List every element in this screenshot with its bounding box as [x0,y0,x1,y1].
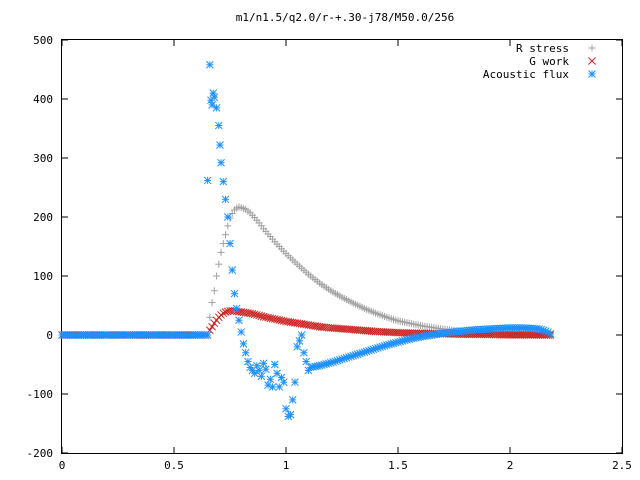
data-point [244,357,252,366]
data-point [217,158,225,167]
data-point [250,310,259,319]
data-point [546,329,555,338]
data-point [210,287,218,295]
chart-title: m1/n1.5/q2.0/r-+.30-j78/M50.0/256 [236,11,455,24]
data-point [203,331,212,339]
x-axis: 0 0.5 1 1.5 2 2.5 [59,40,632,472]
data-point [235,316,243,325]
data-point [253,311,261,319]
data-point [275,316,284,324]
data-point [217,248,225,256]
x-tick-label: 0.5 [164,459,184,472]
series-acoustic-flux [58,60,555,421]
data-point [255,311,263,320]
legend-marker [588,57,596,65]
x-tick-label: 1 [283,459,290,472]
data-point [248,309,257,318]
data-point [241,348,250,357]
data-point [216,141,224,149]
data-point [288,396,297,404]
data-point [295,337,304,345]
data-point [273,315,281,324]
y-tick-label: 400 [33,93,53,106]
data-point [223,213,232,221]
data-point [246,309,255,318]
data-point [264,313,272,322]
data-point [219,177,228,186]
data-point [219,240,227,248]
data-point [277,316,286,325]
data-point [291,378,299,387]
data-point [208,299,216,307]
data-point [282,404,290,413]
data-point [286,410,295,419]
data-point [259,312,268,321]
y-tick-label: 100 [33,270,53,283]
data-point [239,339,248,348]
data-point [255,366,263,375]
x-tick-label: 0 [59,459,66,472]
plot-area-frame [61,39,623,454]
data-point [221,308,230,316]
y-tick-label: -100 [27,388,54,401]
legend-marker [588,70,596,78]
data-point [205,60,214,69]
data-point [266,314,275,322]
data-point [230,289,239,298]
x-tick-label: 2 [507,459,514,472]
y-axis: 500 400 300 200 100 0 -100 -200 [27,34,622,460]
data-point [237,328,246,336]
data-point [210,93,219,102]
data-point [268,383,277,391]
legend-label: G work [529,55,569,68]
data-point [219,309,228,318]
data-point [232,304,241,313]
data-point [208,322,216,331]
data-point [228,209,236,217]
data-point [259,359,268,368]
legend-label: R stress [516,42,569,55]
y-tick-label: 200 [33,211,53,224]
data-point [203,176,212,185]
data-point [208,101,216,109]
y-tick-label: 300 [33,152,53,165]
data-point [257,372,266,381]
data-point [266,375,275,384]
data-point [206,313,214,321]
data-point [300,348,308,357]
series-r-stress [58,203,554,339]
data-point [224,222,232,230]
data-point [221,195,230,204]
data-point [302,357,311,366]
data-point [257,312,266,320]
data-point [270,315,279,323]
data-point [212,103,221,112]
data-point [261,313,270,322]
data-point [270,360,279,369]
data-point [228,266,237,274]
data-point [268,314,277,323]
data-point [275,383,284,391]
data-point [297,331,306,339]
legend-marker [588,44,596,52]
data-point [226,239,234,248]
y-tick-label: -200 [27,447,54,460]
data-point [222,231,230,239]
data-point [214,121,223,130]
data-point [213,272,221,280]
plot-area [58,60,555,421]
y-tick-label: 0 [46,329,53,342]
x-tick-label: 2.5 [612,459,632,472]
data-point [215,260,223,268]
y-tick-label: 500 [33,34,53,47]
legend-label: Acoustic flux [483,68,569,81]
data-point [261,365,270,374]
data-point [279,378,288,387]
x-tick-label: 1.5 [388,459,408,472]
data-point [250,369,259,378]
data-point [293,342,302,351]
